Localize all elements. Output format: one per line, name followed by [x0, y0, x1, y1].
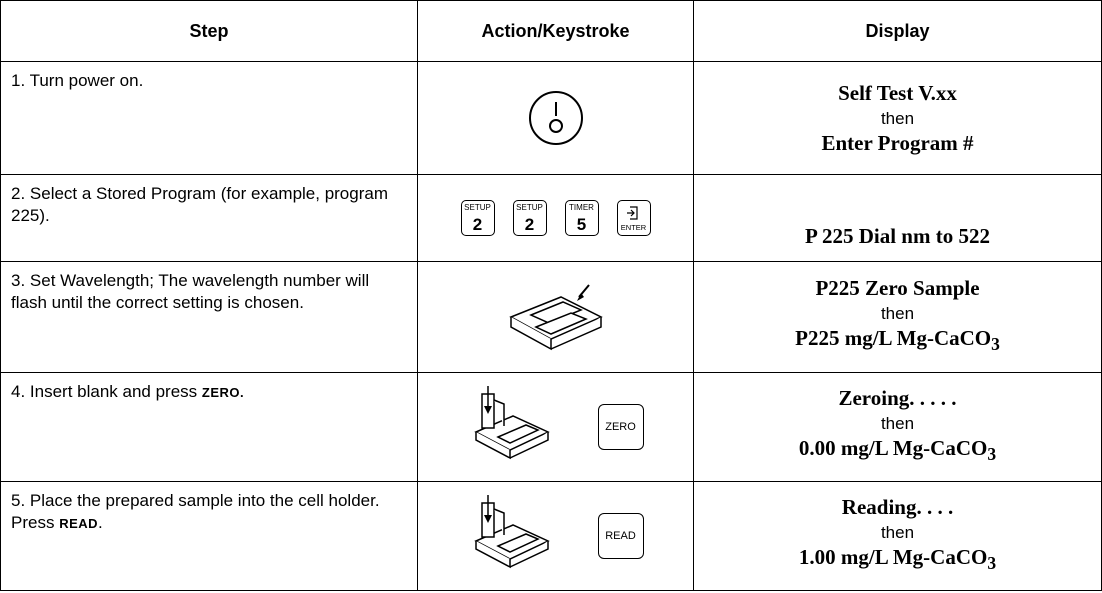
- step-text: .: [98, 513, 103, 532]
- subscript: 3: [987, 553, 997, 574]
- enter-icon: [626, 206, 638, 220]
- action-cell: [417, 261, 694, 373]
- display-cell: P 225 Dial nm to 522: [693, 174, 1102, 262]
- step-cell: 1. Turn power on.: [0, 61, 418, 175]
- display-line: P225 Zero Sample: [815, 276, 980, 301]
- key: SETUP 2: [512, 200, 547, 236]
- step-text: 2. Select a Stored Program (for example,…: [11, 184, 388, 225]
- key: READ: [597, 513, 644, 559]
- step-cell: 2. Select a Stored Program (for example,…: [0, 174, 418, 262]
- instrument-insert-icon: [473, 386, 550, 460]
- row: 2. Select a Stored Program (for example,…: [0, 174, 1102, 262]
- row: 1. Turn power on. Self Test V.xx then En…: [0, 61, 1102, 175]
- display-line: Zeroing. . . . .: [838, 386, 957, 411]
- display-text: 1.00 mg/L Mg-CaCO: [798, 545, 988, 570]
- display-then: then: [880, 108, 915, 128]
- key-digit: 2: [524, 215, 535, 234]
- action-cell: READ: [417, 481, 694, 591]
- display-cell: P225 Zero Sample then P225 mg/L Mg-CaCO3: [693, 261, 1102, 373]
- header-cell: Display: [693, 0, 1102, 62]
- key-digit: 5: [576, 215, 587, 234]
- step-cell: 5. Place the prepared sample into the ce…: [0, 481, 418, 591]
- header-cell: Step: [0, 0, 418, 62]
- key-label: ENTER: [620, 223, 647, 232]
- display-cell: Zeroing. . . . . then 0.00 mg/L Mg-CaCO3: [693, 372, 1102, 482]
- step-text: 5. Place the prepared sample into the ce…: [11, 491, 380, 532]
- display-then: then: [880, 304, 915, 324]
- display-line: 1.00 mg/L Mg-CaCO3: [694, 545, 1101, 576]
- row: 3. Set Wavelength; The wavelength number…: [0, 261, 1102, 373]
- instrument-insert-icon: [473, 495, 550, 569]
- step-key-text: ZERO.: [201, 385, 245, 400]
- display-text: P225 mg/L Mg-CaCO: [795, 326, 992, 351]
- header-cell: Action/Keystroke: [417, 0, 694, 62]
- step-cell: 3. Set Wavelength; The wavelength number…: [0, 261, 418, 373]
- action-cell: [417, 61, 694, 175]
- display-then: then: [880, 523, 915, 543]
- row: 4. Insert blank and press ZERO. ZERO Zer…: [0, 372, 1102, 482]
- power-icon: [528, 91, 583, 145]
- key-label: SETUP: [516, 203, 543, 212]
- display-line: P225 mg/L Mg-CaCO3: [694, 326, 1101, 357]
- action-cell: ZERO: [417, 372, 694, 482]
- key: ENTER: [616, 200, 651, 236]
- display-line: Reading. . . .: [841, 495, 954, 520]
- key-digit: 2: [472, 215, 483, 234]
- instrument-icon: [508, 284, 603, 351]
- step-text: 3. Set Wavelength; The wavelength number…: [11, 271, 370, 312]
- key-label: TIMER: [569, 203, 594, 212]
- key: SETUP 2: [460, 200, 495, 236]
- step-text: 1. Turn power on.: [11, 71, 144, 90]
- subscript: 3: [991, 334, 1000, 355]
- key: ZERO: [597, 404, 644, 450]
- display-cell: Reading. . . . then 1.00 mg/L Mg-CaCO3: [693, 481, 1102, 591]
- key: TIMER 5: [564, 200, 599, 236]
- display-line: Enter Program #: [821, 130, 974, 155]
- action-cell: SETUP 2 SETUP 2 TIMER 5 ENTER: [417, 174, 694, 262]
- row: 5. Place the prepared sample into the ce…: [0, 481, 1102, 591]
- step-cell: 4. Insert blank and press ZERO.: [0, 372, 418, 482]
- step-text: 4. Insert blank and press: [11, 382, 202, 401]
- step-key-text: READ: [59, 516, 99, 531]
- display-line: P 225 Dial nm to 522: [805, 224, 990, 248]
- display-text: 0.00 mg/L Mg-CaCO: [798, 436, 988, 461]
- subscript: 3: [987, 444, 997, 465]
- display-then: then: [880, 414, 915, 434]
- display-line: 0.00 mg/L Mg-CaCO3: [694, 436, 1101, 467]
- display-cell: Self Test V.xx then Enter Program #: [693, 61, 1102, 175]
- display-line: Self Test V.xx: [838, 80, 957, 105]
- header-row: Step Action/Keystroke Display: [0, 0, 1102, 62]
- key-label: SETUP: [464, 203, 491, 212]
